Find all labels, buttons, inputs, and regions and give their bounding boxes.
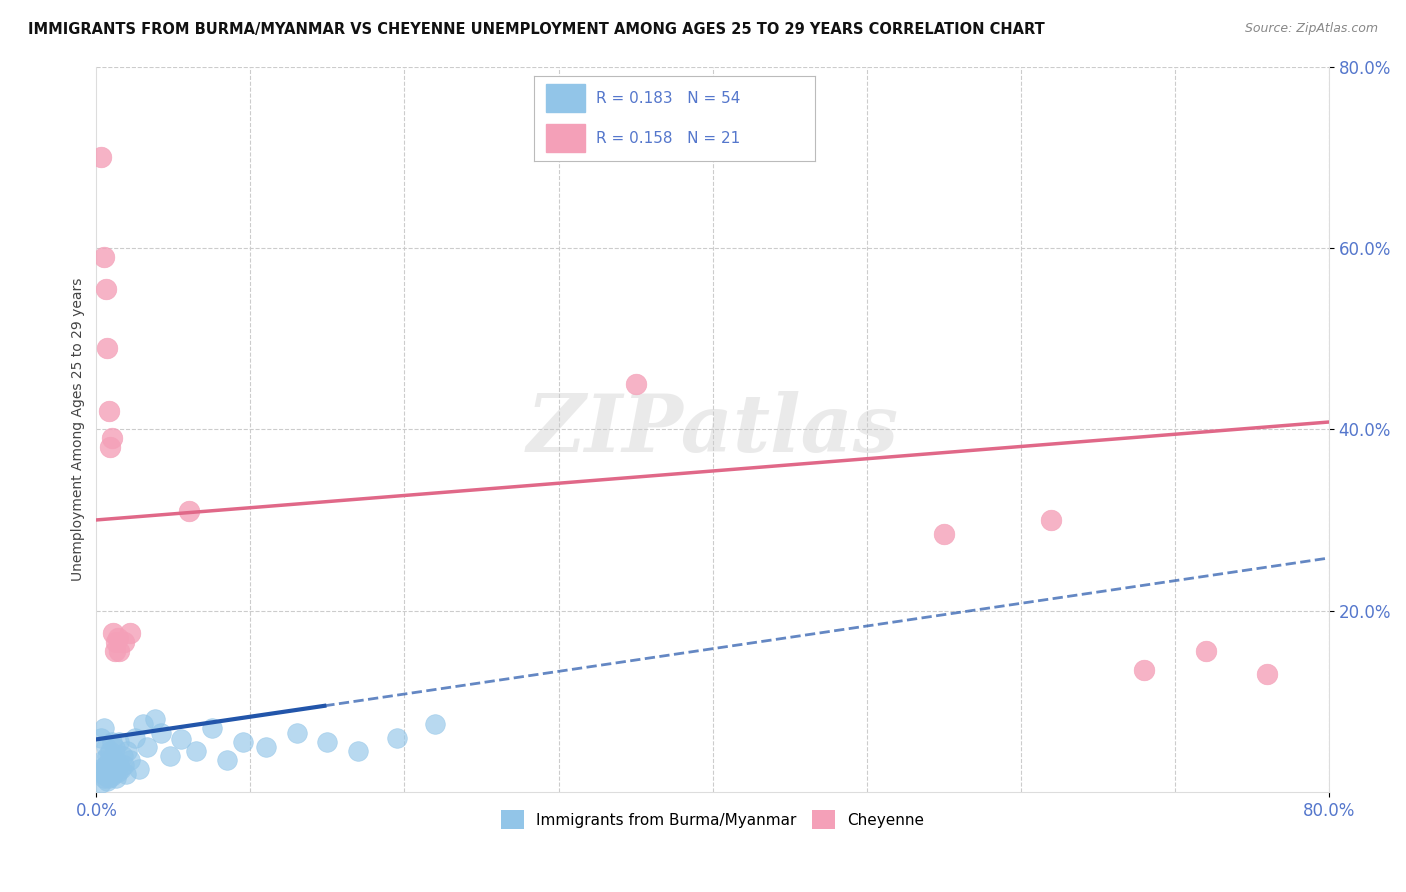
Point xyxy=(91,767,114,781)
Point xyxy=(90,150,112,164)
Point xyxy=(90,731,112,745)
Point xyxy=(94,282,117,296)
Point xyxy=(96,341,118,355)
Point xyxy=(103,767,125,781)
Text: Source: ZipAtlas.com: Source: ZipAtlas.com xyxy=(1244,22,1378,36)
Point xyxy=(136,739,159,754)
Point xyxy=(624,376,647,391)
Point xyxy=(1194,644,1216,658)
Point xyxy=(108,735,131,749)
Point xyxy=(104,762,127,776)
Point xyxy=(89,762,111,776)
Point xyxy=(94,769,117,783)
Point xyxy=(114,767,136,781)
Point xyxy=(97,404,120,418)
Point xyxy=(932,526,955,541)
Point xyxy=(96,774,118,789)
Point xyxy=(1256,667,1278,681)
Point xyxy=(105,753,128,767)
Point xyxy=(93,722,115,736)
Point xyxy=(94,757,117,772)
Point xyxy=(93,772,115,786)
Point xyxy=(316,735,339,749)
Point xyxy=(105,772,128,786)
Point xyxy=(90,776,112,790)
Point xyxy=(1040,513,1063,527)
Point xyxy=(100,759,122,773)
Legend: Immigrants from Burma/Myanmar, Cheyenne: Immigrants from Burma/Myanmar, Cheyenne xyxy=(495,805,931,835)
Point xyxy=(254,739,277,754)
Point xyxy=(100,735,122,749)
Text: ZIPatlas: ZIPatlas xyxy=(526,391,898,468)
Text: IMMIGRANTS FROM BURMA/MYANMAR VS CHEYENNE UNEMPLOYMENT AMONG AGES 25 TO 29 YEARS: IMMIGRANTS FROM BURMA/MYANMAR VS CHEYENN… xyxy=(28,22,1045,37)
Text: R = 0.158   N = 21: R = 0.158 N = 21 xyxy=(596,131,741,146)
Bar xyxy=(546,85,585,112)
Point xyxy=(177,504,200,518)
Point xyxy=(217,753,239,767)
Point xyxy=(201,722,224,736)
Point xyxy=(98,744,121,758)
Point xyxy=(105,635,128,649)
Point xyxy=(110,762,132,776)
Point xyxy=(112,635,135,649)
Point xyxy=(97,753,120,767)
Bar xyxy=(546,124,585,152)
Point xyxy=(93,762,115,776)
Point xyxy=(1133,663,1156,677)
Point xyxy=(385,731,408,745)
Point xyxy=(143,713,166,727)
Point xyxy=(120,753,142,767)
Point xyxy=(347,744,370,758)
Point xyxy=(104,644,127,658)
Point xyxy=(186,744,208,758)
Point xyxy=(111,748,134,763)
Point xyxy=(124,731,146,745)
Point xyxy=(108,757,131,772)
Point xyxy=(97,772,120,786)
Point xyxy=(91,753,114,767)
Point xyxy=(112,757,135,772)
Point xyxy=(96,764,118,779)
Point xyxy=(100,769,122,783)
Text: R = 0.183   N = 54: R = 0.183 N = 54 xyxy=(596,91,741,106)
Point xyxy=(93,250,115,264)
Point xyxy=(285,726,308,740)
Point xyxy=(107,631,129,645)
Point xyxy=(128,762,150,776)
Point xyxy=(98,762,121,776)
Point xyxy=(98,441,121,455)
Point xyxy=(170,732,193,747)
Point xyxy=(120,626,142,640)
Point xyxy=(96,748,118,763)
Point xyxy=(100,431,122,445)
Y-axis label: Unemployment Among Ages 25 to 29 years: Unemployment Among Ages 25 to 29 years xyxy=(72,277,86,581)
Point xyxy=(159,748,181,763)
Point xyxy=(425,717,447,731)
Point xyxy=(232,735,254,749)
Point xyxy=(94,739,117,754)
Point xyxy=(103,750,125,764)
Point xyxy=(103,626,125,640)
Point xyxy=(131,717,153,731)
Point xyxy=(107,764,129,779)
Point xyxy=(115,744,138,758)
Point xyxy=(150,726,173,740)
Point xyxy=(108,644,131,658)
Point xyxy=(104,741,127,756)
